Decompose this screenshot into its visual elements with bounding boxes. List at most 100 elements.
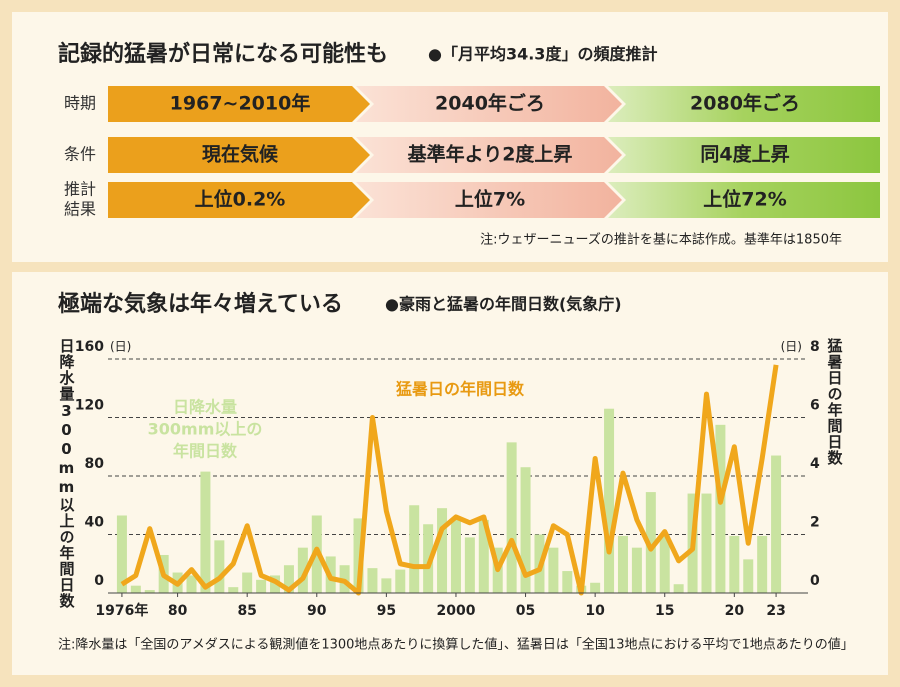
arrow-cell (356, 86, 622, 122)
bar (673, 584, 684, 593)
bar (437, 508, 448, 593)
bar (659, 534, 670, 593)
bar (395, 569, 406, 593)
bar (701, 493, 712, 593)
bar (242, 572, 253, 593)
bar (116, 515, 127, 593)
y-tick-label: 40 (85, 515, 105, 531)
cell-text: 現在気候 (202, 143, 279, 166)
bar (617, 535, 628, 593)
x-tick-label: 15 (655, 603, 674, 619)
x-tick-label: 2000 (436, 603, 475, 619)
cell-text: 上位7% (455, 188, 525, 211)
cell-text: 基準年より2度上昇 (407, 143, 573, 166)
bar (645, 492, 656, 593)
bar (757, 535, 768, 593)
bar (297, 547, 308, 593)
bar (423, 524, 434, 593)
cell-text: 同4度上昇 (700, 143, 789, 166)
bar (186, 575, 197, 593)
cell-text: 上位72% (703, 188, 786, 211)
arrow-cell (108, 137, 370, 173)
x-tick-label: 10 (585, 603, 605, 619)
x-tick-label: 90 (307, 603, 327, 619)
x-tick-label: 85 (237, 603, 256, 619)
arrow-cell (608, 137, 880, 173)
bar (715, 424, 726, 593)
bar (367, 568, 378, 593)
bar (228, 587, 239, 593)
y2-tick-label: 8 (810, 339, 820, 355)
bar (548, 547, 559, 593)
bar (353, 518, 364, 593)
top-title: 記録的猛暑が日常になる可能性も (58, 41, 388, 67)
y-tick-label: 120 (75, 398, 104, 414)
bar (200, 471, 211, 593)
bar (506, 442, 517, 593)
y2-tick-label: 2 (810, 515, 820, 531)
chart-note: 注:降水量は「全国のアメダスによる観測値を1300地点あたりに換算した値」、猛暑… (58, 637, 854, 653)
y-tick-label: 0 (94, 573, 104, 589)
bar (409, 505, 420, 593)
arrow-cell (108, 86, 370, 122)
bar (144, 590, 155, 593)
x-tick-label: 1976年 (95, 602, 148, 619)
cell-text: 2040年ごろ (435, 92, 545, 115)
line (120, 364, 779, 596)
bar (520, 467, 531, 593)
top-note: 注:ウェザーニューズの推計を基に本誌作成。基準年は1850年 (480, 232, 842, 248)
x-tick-label: 23 (766, 603, 785, 619)
row-label: 条件 (64, 145, 96, 164)
arrow-cell (608, 182, 880, 218)
bar (283, 565, 294, 593)
chart: 極端な気象は年々増えている ●豪雨と猛暑の年間日数(気象庁)04080120160… (58, 291, 854, 653)
x-tick-label: 20 (725, 603, 745, 619)
x-tick-label: 95 (377, 603, 396, 619)
chart-panel (12, 272, 888, 675)
y-tick-label: 160 (75, 339, 104, 355)
y-axis-title: 日降水量300mm以上の年間日数 (58, 338, 76, 609)
y2-tick-label: 0 (810, 573, 820, 589)
x-tick-label: 05 (516, 603, 535, 619)
series-label: 猛暑日の年間日数 (395, 380, 525, 399)
bar (743, 559, 754, 593)
series-label: 300mm以上の (148, 420, 263, 439)
row-label: 時期 (64, 94, 96, 113)
series-label: 年間日数 (173, 442, 238, 461)
bar (381, 578, 392, 593)
bar (214, 540, 225, 593)
row-label: 結果 (64, 200, 96, 219)
arrow-cell (608, 86, 880, 122)
bar (631, 547, 642, 593)
y2-tick-label: 4 (810, 456, 820, 472)
y2-axis-title: 猛暑日の年間日数 (826, 337, 844, 466)
y-unit: (日) (110, 340, 131, 354)
y2-tick-label: 6 (810, 398, 820, 414)
bar (604, 408, 615, 593)
bar (464, 537, 475, 593)
series-label: 日降水量 (173, 398, 237, 417)
bar (729, 535, 740, 593)
arrow-cell (356, 182, 622, 218)
bar (450, 518, 461, 593)
arrow-cell (356, 137, 622, 173)
row-label: 推計 (64, 180, 96, 199)
y-tick-label: 80 (85, 456, 105, 472)
bar (562, 571, 573, 593)
chart-title: 極端な気象は年々増えている (58, 291, 343, 317)
x-tick-label: 80 (168, 603, 188, 619)
arrow-cell (108, 182, 370, 218)
cell-text: 上位0.2% (195, 188, 286, 211)
bar (256, 579, 267, 593)
cell-text: 1967~2010年 (170, 92, 311, 115)
bar (130, 585, 141, 593)
bar (590, 582, 601, 593)
bar (478, 519, 489, 593)
cell-text: 2080年ごろ (690, 92, 800, 115)
bar (771, 455, 782, 593)
top-subtitle: ●「月平均34.3度」の頻度推計 (428, 45, 657, 64)
chart-subtitle: ●豪雨と猛暑の年間日数(気象庁) (385, 295, 622, 314)
